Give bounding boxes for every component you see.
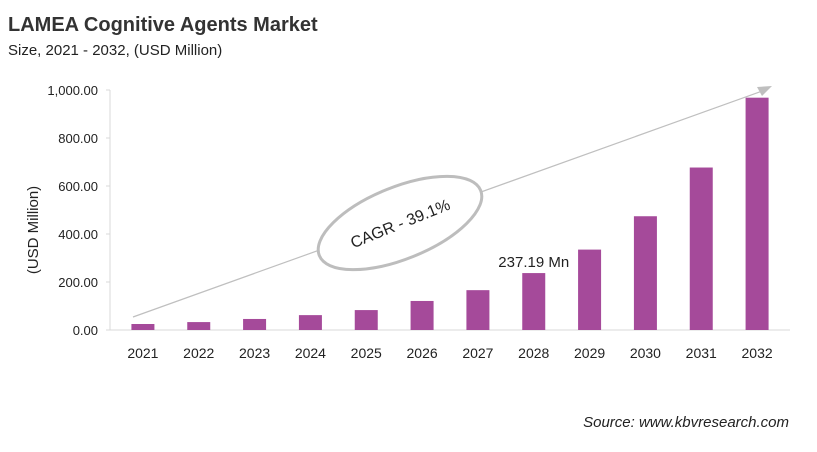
x-tick-label: 2032 [742, 345, 773, 361]
y-tick-label: 0.00 [73, 323, 98, 338]
x-tick-label: 2023 [239, 345, 270, 361]
bar-2021 [131, 324, 155, 330]
chart-subtitle: Size, 2021 - 2032, (USD Million) [8, 42, 223, 59]
bar-2027 [466, 290, 490, 330]
chart-title: LAMEA Cognitive Agents Market [8, 14, 318, 36]
x-tick-label: 2028 [518, 345, 549, 361]
bar-2026 [410, 300, 434, 330]
y-tick-label: 1,000.00 [47, 83, 98, 98]
bar-2022 [187, 322, 211, 330]
y-axis-label: (USD Million) [25, 186, 42, 274]
cagr-arrowhead [757, 86, 772, 96]
x-tick-label: 2024 [295, 345, 326, 361]
x-tick-label: 2022 [183, 345, 214, 361]
y-tick-label: 600.00 [58, 179, 98, 194]
cagr-ellipse [316, 174, 484, 272]
x-tick-label: 2025 [351, 345, 382, 361]
x-tick-label: 2021 [127, 345, 158, 361]
bar-2030 [633, 216, 657, 330]
x-tick-label: 2031 [686, 345, 717, 361]
x-tick-label: 2029 [574, 345, 605, 361]
bar-2028 [522, 273, 546, 330]
source-note: Source: www.kbvresearch.com [583, 414, 789, 431]
y-tick-label: 400.00 [58, 227, 98, 242]
bar-2025 [354, 310, 378, 330]
bar-2029 [578, 249, 602, 330]
y-tick-label: 200.00 [58, 275, 98, 290]
data-label-2028: 237.19 Mn [498, 254, 569, 271]
bar-2024 [298, 315, 322, 330]
bar-2031 [689, 167, 713, 330]
x-tick-label: 2027 [462, 345, 493, 361]
bar-2023 [243, 318, 267, 330]
x-tick-label: 2026 [407, 345, 438, 361]
x-tick-label: 2030 [630, 345, 661, 361]
bar-2032 [745, 97, 769, 331]
y-tick-label: 800.00 [58, 131, 98, 146]
